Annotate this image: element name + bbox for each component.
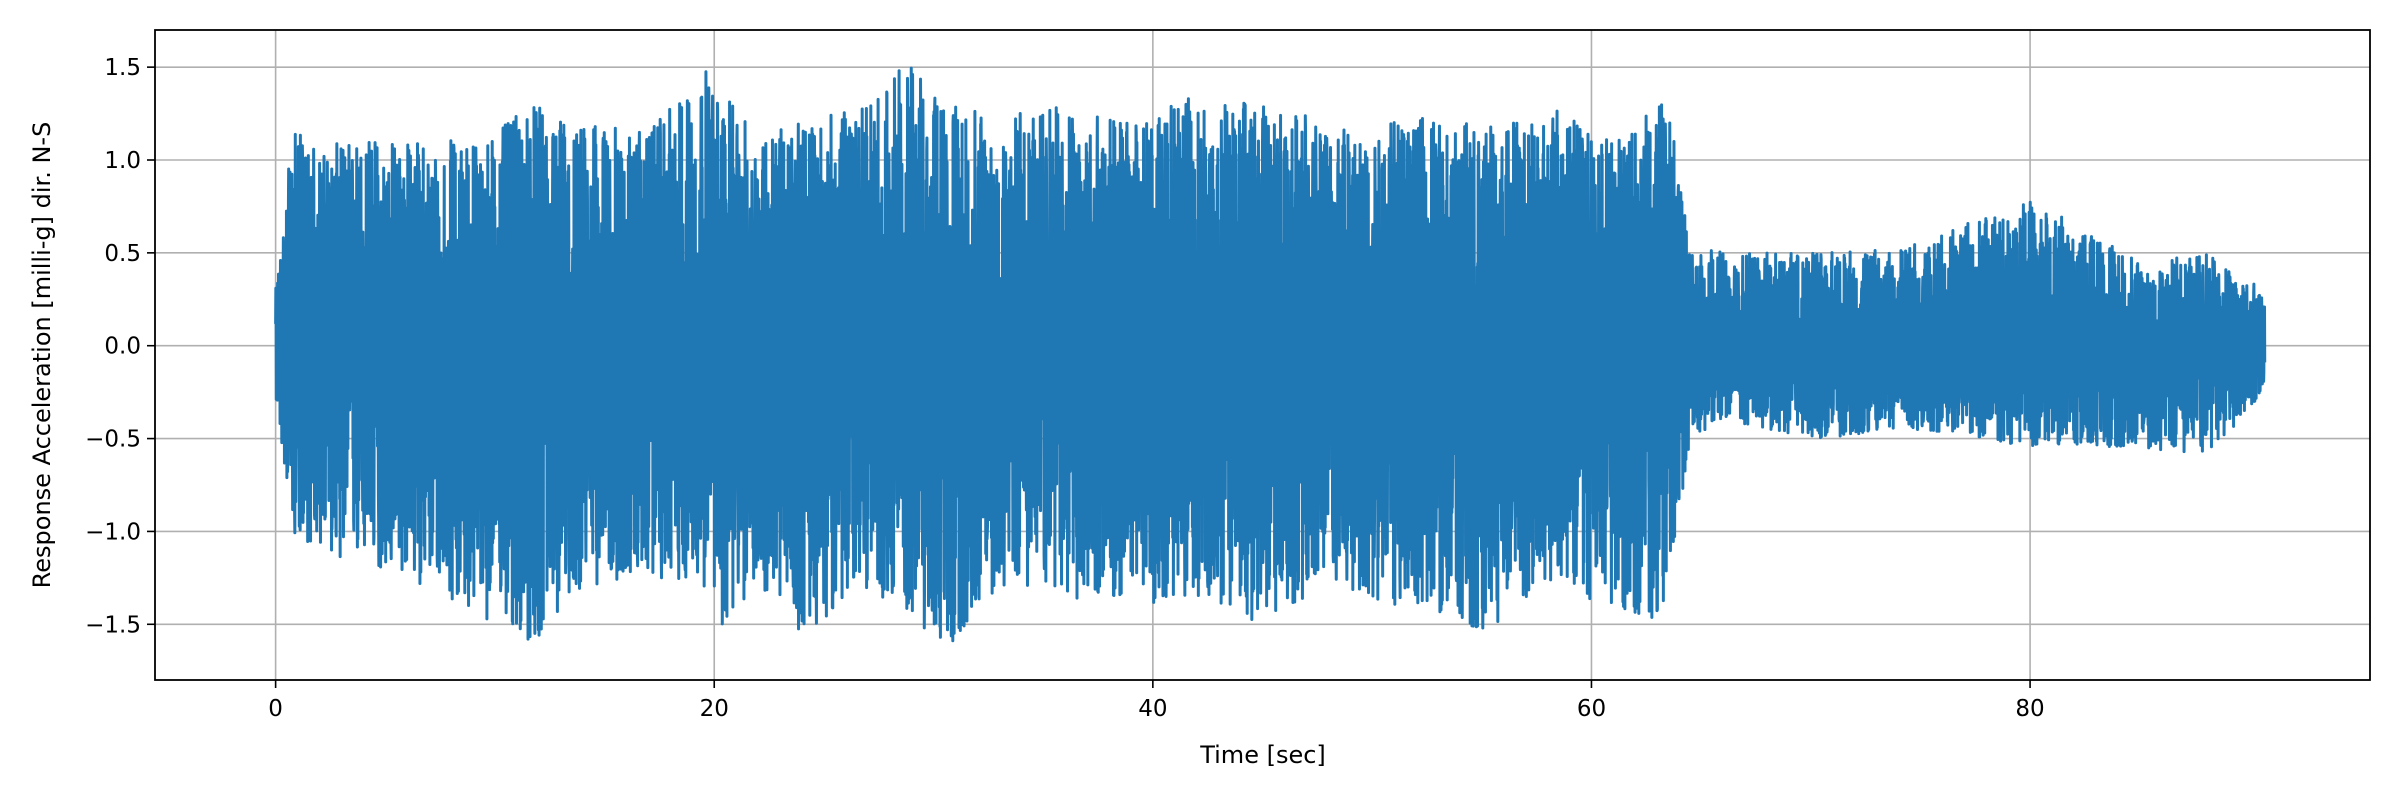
y-tick-label: 1.5 xyxy=(104,55,141,81)
x-tick-label: 40 xyxy=(1138,696,1167,722)
x-tick-label: 60 xyxy=(1577,696,1606,722)
x-tick-label: 0 xyxy=(268,696,283,722)
x-axis-label: Time [sec] xyxy=(1199,741,1326,769)
y-axis: −1.5 −1.0 −0.5 0.0 0.5 1.0 1.5 xyxy=(85,55,155,638)
y-tick-label: 1.0 xyxy=(104,148,141,174)
y-tick-label: −1.5 xyxy=(85,612,141,638)
series-line xyxy=(274,66,2267,643)
y-tick-label: −1.0 xyxy=(85,519,141,545)
series-layer xyxy=(274,66,2267,643)
y-axis-label: Response Acceleration [milli-g] dir. N-S xyxy=(28,122,56,589)
y-tick-label: 0.0 xyxy=(104,334,141,360)
y-tick-label: −0.5 xyxy=(85,427,141,453)
y-tick-label: 0.5 xyxy=(104,241,141,267)
x-tick-label: 20 xyxy=(700,696,729,722)
plot-frame xyxy=(154,29,2371,681)
x-tick-label: 80 xyxy=(2015,696,2044,722)
x-axis: 0 20 40 60 80 xyxy=(268,680,2045,722)
